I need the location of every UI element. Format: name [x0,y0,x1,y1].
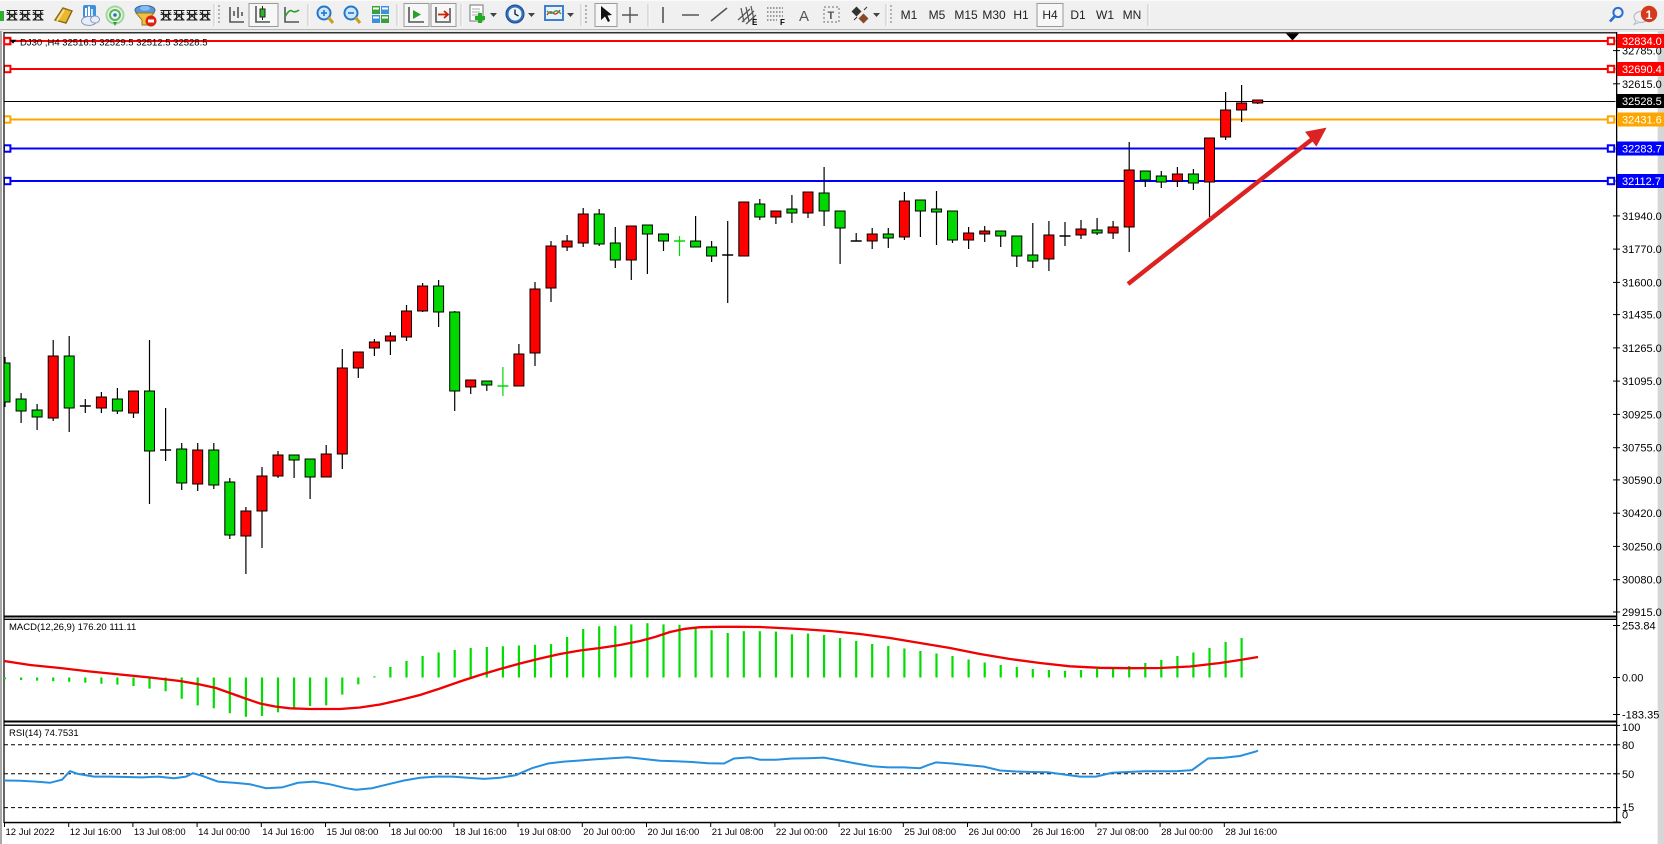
svg-text:30925.0: 30925.0 [1622,409,1662,421]
svg-text:21 Jul 08:00: 21 Jul 08:00 [712,827,764,838]
svg-text:31770.0: 31770.0 [1622,244,1662,256]
svg-text:14 Jul 00:00: 14 Jul 00:00 [198,827,250,838]
svg-text:26 Jul 16:00: 26 Jul 16:00 [1033,827,1085,838]
svg-text:E: E [752,18,758,27]
svg-text:20 Jul 16:00: 20 Jul 16:00 [648,827,700,838]
svg-text:12 Jul 2022: 12 Jul 2022 [6,827,55,838]
svg-text:31095.0: 31095.0 [1622,376,1662,388]
svg-text:A: A [799,8,809,25]
svg-text:M30: M30 [982,8,1006,22]
svg-text:12 Jul 16:00: 12 Jul 16:00 [70,827,122,838]
svg-text:F: F [780,18,785,27]
svg-text:14 Jul 16:00: 14 Jul 16:00 [262,827,314,838]
svg-text:H4: H4 [1042,8,1058,22]
svg-text:15: 15 [1622,802,1634,814]
svg-text:15 Jul 08:00: 15 Jul 08:00 [327,827,379,838]
svg-text:100: 100 [1622,722,1640,734]
svg-text:30080.0: 30080.0 [1622,575,1662,587]
svg-text:19 Jul 08:00: 19 Jul 08:00 [519,827,571,838]
svg-text:-183.35: -183.35 [1622,710,1659,722]
svg-text:M1: M1 [901,8,918,22]
svg-text:MACD(12,26,9) 176.20 111.11: MACD(12,26,9) 176.20 111.11 [9,622,136,633]
svg-text:29915.0: 29915.0 [1622,607,1662,619]
svg-text:26 Jul 00:00: 26 Jul 00:00 [969,827,1021,838]
svg-text:31600.0: 31600.0 [1622,277,1662,289]
svg-text:30250.0: 30250.0 [1622,541,1662,553]
svg-text:30420.0: 30420.0 [1622,508,1662,520]
svg-text:31435.0: 31435.0 [1622,310,1662,322]
svg-text:M15: M15 [954,8,978,22]
svg-text:30590.0: 30590.0 [1622,475,1662,487]
svg-text:27 Jul 08:00: 27 Jul 08:00 [1097,827,1149,838]
svg-text:32431.6: 32431.6 [1622,115,1662,127]
svg-text:31265.0: 31265.0 [1622,343,1662,355]
svg-text:30755.0: 30755.0 [1622,443,1662,455]
svg-text:0.00: 0.00 [1622,673,1643,685]
svg-text:RSI(14) 74.7531: RSI(14) 74.7531 [9,728,79,739]
svg-text:W1: W1 [1096,8,1114,22]
svg-text:T: T [828,10,835,22]
svg-text:32785.0: 32785.0 [1622,46,1662,58]
svg-text:28 Jul 16:00: 28 Jul 16:00 [1225,827,1277,838]
svg-text:32283.7: 32283.7 [1622,144,1662,156]
svg-text:DJ30 ,H4 32516.5 32529.5 3251: DJ30 ,H4 32516.5 32529.5 32512.5 32528.5 [20,38,208,49]
svg-text:18 Jul 16:00: 18 Jul 16:00 [455,827,507,838]
svg-text:H1: H1 [1013,8,1029,22]
svg-text:18 Jul 00:00: 18 Jul 00:00 [391,827,443,838]
svg-text:32834.0: 32834.0 [1622,36,1662,48]
svg-text:22 Jul 00:00: 22 Jul 00:00 [776,827,828,838]
svg-text:25 Jul 08:00: 25 Jul 08:00 [904,827,956,838]
svg-text:32528.5: 32528.5 [1622,96,1662,108]
svg-text:28 Jul 00:00: 28 Jul 00:00 [1161,827,1213,838]
svg-text:32112.7: 32112.7 [1622,176,1661,188]
svg-text:32615.0: 32615.0 [1622,79,1662,91]
svg-text:0: 0 [1622,810,1628,822]
svg-text:32690.4: 32690.4 [1622,64,1662,76]
svg-text:20 Jul 00:00: 20 Jul 00:00 [583,827,635,838]
svg-text:253.84: 253.84 [1622,621,1656,633]
svg-text:MN: MN [1123,8,1142,22]
svg-text:31940.0: 31940.0 [1622,211,1662,223]
svg-text:13 Jul 08:00: 13 Jul 08:00 [134,827,186,838]
svg-text:22 Jul 16:00: 22 Jul 16:00 [840,827,892,838]
svg-text:D1: D1 [1070,8,1086,22]
svg-text:80: 80 [1622,740,1634,752]
svg-text:1: 1 [1646,8,1653,22]
svg-text:50: 50 [1622,769,1634,781]
svg-text:M5: M5 [929,8,946,22]
